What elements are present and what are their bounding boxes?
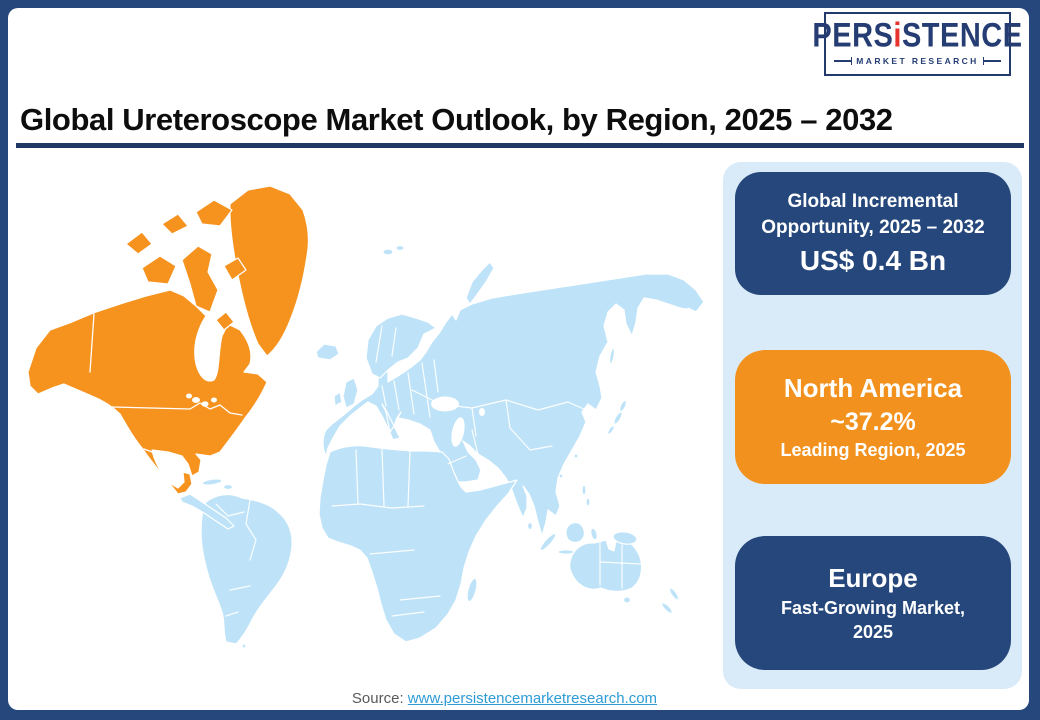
map-inland-seas	[431, 396, 485, 447]
map-borders-blue	[215, 325, 642, 617]
map-southampton-island	[215, 311, 235, 331]
map-java	[557, 549, 575, 555]
map-sri-lanka	[526, 521, 534, 531]
map-japan-main	[613, 411, 623, 425]
north-america-share: ~37.2%	[830, 407, 916, 436]
europe-heading: Europe	[828, 562, 918, 593]
map-hainan	[558, 473, 564, 479]
logo-text-pers: PERS	[812, 17, 894, 55]
map-novaya-zemlya	[465, 261, 495, 305]
map-tasmania	[622, 596, 632, 604]
map-madagascar	[466, 577, 478, 603]
map-aral-sea	[479, 408, 485, 416]
map-borders-north-america	[89, 313, 243, 463]
map-baffin-island	[181, 245, 219, 313]
map-australia	[569, 538, 643, 592]
world-map	[27, 185, 705, 649]
map-victoria-island	[141, 255, 177, 285]
map-borneo	[565, 521, 585, 543]
map-border-us-canada	[111, 402, 243, 416]
source-label: Source:	[351, 690, 404, 707]
logo-red-i: i	[893, 17, 902, 55]
map-japan-north	[618, 399, 628, 413]
source-line: Source: www.persistencemarketresearch.co…	[8, 690, 1015, 707]
map-iceland	[315, 343, 340, 361]
map-svalbard	[382, 248, 394, 256]
map-falklands	[241, 643, 247, 649]
global-opportunity-line1: Global Incremental	[787, 191, 959, 213]
logo-subtitle: MARKET RESEARCH	[856, 56, 979, 66]
logo-wordmark: PERSiSTENCE	[812, 19, 1022, 53]
map-north-america-mainland	[27, 289, 268, 495]
map-new-guinea	[612, 531, 638, 545]
map-arctic-island-2	[223, 257, 247, 281]
map-philippines-2	[585, 497, 591, 507]
card-global-opportunity: Global Incremental Opportunity, 2025 – 2…	[735, 172, 1011, 295]
global-opportunity-value: US$ 0.4 Bn	[799, 244, 947, 276]
source-link[interactable]: www.persistencemarketresearch.com	[407, 690, 658, 707]
logo-rule-left	[834, 57, 853, 64]
map-philippines	[581, 484, 587, 496]
map-eurasia	[322, 273, 705, 537]
global-opportunity-line2: Opportunity, 2025 – 2032	[761, 217, 985, 238]
map-great-britain	[342, 377, 359, 409]
map-scandinavia	[365, 313, 437, 379]
map-black-sea	[431, 396, 459, 412]
map-japan-south	[607, 425, 615, 435]
map-cuba	[201, 478, 223, 486]
page-title: Global Ureteroscope Market Outlook, by R…	[20, 102, 893, 137]
map-border-alaska-canada	[89, 313, 95, 373]
map-region-rest-of-world	[179, 244, 705, 649]
map-sumatra	[539, 532, 557, 552]
map-svalbard-2	[395, 244, 405, 252]
map-great-lakes	[186, 393, 217, 407]
card-europe: Europe Fast-Growing Market, 2025	[735, 536, 1011, 670]
map-taiwan	[573, 453, 579, 459]
card-north-america: North America ~37.2% Leading Region, 202…	[735, 350, 1011, 484]
map-ellesmere-island	[195, 199, 233, 227]
logo-rule-right	[982, 57, 1002, 64]
map-banks-island	[125, 231, 153, 255]
map-border-us-mexico	[143, 448, 173, 463]
map-sakhalin	[608, 347, 616, 365]
europe-subtitle-line1: Fast-Growing Market,	[780, 597, 966, 618]
map-hispaniola	[222, 483, 234, 491]
map-africa	[318, 445, 518, 643]
title-underline	[16, 143, 1024, 148]
map-new-zealand-south	[661, 602, 673, 614]
map-central-america	[179, 493, 235, 530]
content-frame: PERSiSTENCE MARKET RESEARCH Global Urete…	[8, 8, 1029, 710]
map-sulawesi	[590, 527, 598, 541]
stats-panel: Global Incremental Opportunity, 2025 – 2…	[723, 162, 1022, 689]
europe-subtitle-line2: 2025	[852, 621, 894, 642]
pmr-logo: PERSiSTENCE MARKET RESEARCH	[812, 12, 1022, 76]
map-region-north-america	[27, 185, 309, 495]
north-america-heading: North America	[783, 372, 963, 403]
logo-subtitle-row: MARKET RESEARCH	[834, 56, 1002, 66]
map-ireland	[333, 391, 343, 407]
map-south-america	[200, 493, 293, 645]
map-caspian-sea	[451, 417, 465, 447]
logo-text-stence: STENCE	[901, 17, 1023, 55]
map-arctic-island-1	[161, 213, 189, 235]
north-america-subtitle: Leading Region, 2025	[780, 440, 966, 460]
map-greenland	[229, 185, 309, 357]
map-new-zealand-north	[668, 587, 680, 601]
